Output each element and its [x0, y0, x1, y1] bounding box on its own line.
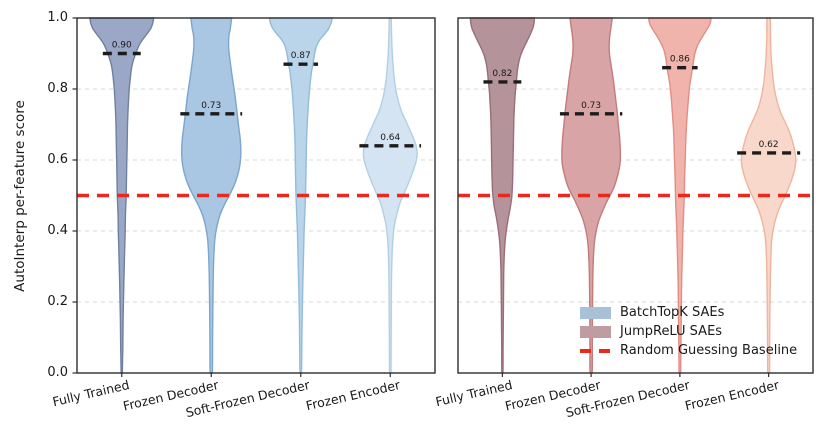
median-value-label: 0.87	[291, 51, 311, 61]
y-tick-label: 0.2	[47, 294, 68, 309]
y-tick-label: 0.4	[47, 223, 68, 238]
y-tick-label: 0.6	[47, 152, 68, 167]
legend-item-batchtopk: BatchTopK SAEs	[580, 303, 797, 322]
y-tick-label: 1.0	[47, 10, 68, 25]
legend-item-jumprelu: JumpReLU SAEs	[580, 322, 797, 341]
legend-label: Random Guessing Baseline	[620, 343, 798, 358]
batchtopk-color-swatch	[580, 306, 611, 319]
panel-left: 0.90 0.73 0.87 0.64	[72, 17, 436, 377]
median-value-label: 0.90	[112, 41, 132, 51]
y-axis-label: AutoInterp per-feature score	[12, 100, 28, 292]
violin-left-4	[362, 17, 418, 374]
median-value-label: 0.82	[492, 69, 512, 79]
median-value-label: 0.64	[380, 133, 400, 143]
median-value-label: 0.73	[201, 101, 221, 111]
median-value-label: 0.73	[581, 101, 601, 111]
violin-left-2	[180, 17, 242, 374]
legend: BatchTopK SAEs JumpReLU SAEs Random Gues…	[580, 303, 797, 360]
median-value-label: 0.62	[759, 140, 779, 150]
legend-label: JumpReLU SAEs	[620, 324, 723, 339]
median-value-label: 0.86	[670, 55, 690, 65]
dashed-line-swatch	[580, 348, 611, 353]
legend-label: BatchTopK SAEs	[620, 305, 725, 320]
panel-right: 0.82 0.73 0.86 0.62	[457, 17, 814, 377]
legend-item-baseline: Random Guessing Baseline	[580, 341, 797, 360]
axes-spine	[76, 17, 436, 374]
axes-spine	[457, 17, 814, 374]
y-tick-label: 0.0	[47, 365, 68, 380]
y-tick-label: 0.8	[47, 81, 68, 96]
jumprelu-color-swatch	[580, 325, 611, 338]
